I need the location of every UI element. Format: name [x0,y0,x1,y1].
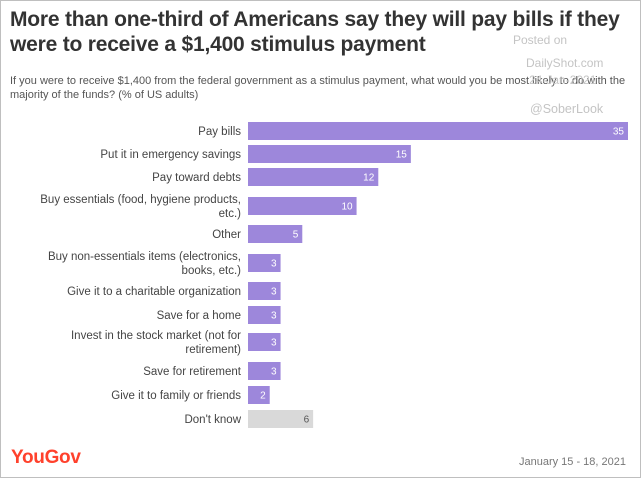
chart-title: More than one-third of Americans say the… [10,8,620,56]
value-label-6: 3 [271,287,277,298]
category-label-9-0: Save for retirement [143,366,242,378]
category-label-1-0: Put it in emergency savings [100,149,241,161]
bar-10 [248,386,270,404]
category-label-10-0: Give it to family or friends [111,390,241,402]
value-label-0: 35 [613,127,625,138]
value-label-2: 12 [363,173,375,184]
value-label-8: 3 [271,338,277,349]
category-label-7-0: Save for a home [157,310,241,322]
category-label-5-0: Buy non-essentials items (electronics, [48,251,241,263]
category-label-0-0: Pay bills [198,126,241,138]
bar-6 [248,282,281,300]
category-label-4-0: Other [212,229,241,241]
category-label-5-1: books, etc.) [182,265,242,277]
value-label-5: 3 [271,259,277,270]
category-label-3-0: Buy essentials (food, hygiene products, [40,194,241,206]
category-label-11-0: Don't know [184,414,241,426]
category-label-8-1: retirement) [185,344,241,356]
bar-7 [248,306,281,324]
chart-subtitle: If you were to receive $1,400 from the f… [10,75,626,101]
bar-9 [248,362,281,380]
watermark-posted-on: Posted on [513,33,568,47]
bar-0 [248,122,628,140]
value-label-9: 3 [271,367,277,378]
bar-2 [248,168,379,186]
watermark-date: 24-Jan-2021 [529,73,597,87]
bar-8 [248,333,281,351]
category-label-3-1: etc.) [219,208,242,220]
bar-11 [248,410,314,428]
bar-4 [248,225,303,243]
bar-3 [248,197,357,215]
value-label-7: 3 [271,311,277,322]
category-label-2-0: Pay toward debts [152,172,241,184]
yougov-logo: YouGov [11,447,81,468]
bar-1 [248,145,411,163]
value-label-1: 15 [396,150,408,161]
value-label-10: 2 [260,391,266,402]
category-label-6-0: Give it to a charitable organization [67,286,241,298]
watermark-handle: @SoberLook [530,102,604,116]
value-label-11: 6 [304,415,310,426]
value-label-3: 10 [341,202,353,213]
survey-dates: January 15 - 18, 2021 [518,456,626,468]
value-label-4: 5 [293,230,299,241]
watermark-site: DailyShot.com [526,56,604,70]
bar-5 [248,254,281,272]
category-label-8-0: Invest in the stock market (not for [71,330,241,342]
